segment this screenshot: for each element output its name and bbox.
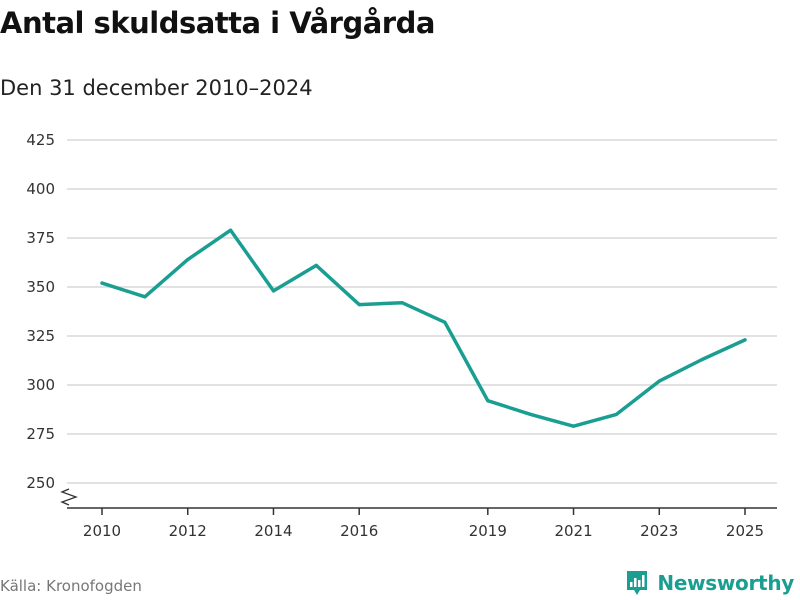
data-point-2025	[743, 338, 747, 342]
data-point-2012	[186, 258, 190, 262]
y-tick-label-400: 400	[26, 180, 55, 198]
data-point-2018	[443, 320, 447, 324]
brand-logo[interactable]: Newsworthy	[625, 569, 794, 597]
x-axis-ticks: 2010 2012 2014 2016 2019 2021 2023 2025	[83, 508, 764, 540]
data-point-2010	[100, 281, 104, 285]
data-point-2020	[529, 412, 533, 416]
y-tick-label-250: 250	[26, 474, 55, 492]
gridlines	[67, 139, 777, 484]
source-credit: Källa: Kronofogden	[0, 577, 142, 595]
x-tick-label-2019: 2019	[469, 522, 507, 540]
y-axis-tick-labels: 250 275 300 325 350 375 400 425	[26, 131, 55, 492]
y-tick-label-275: 275	[26, 425, 55, 443]
chart-title: Antal skuldsatta i Vårgårda	[0, 6, 435, 40]
data-point-2022	[614, 412, 619, 416]
y-tick-label-350: 350	[26, 278, 55, 296]
x-axis	[60, 488, 777, 509]
x-tick-label-2012: 2012	[169, 522, 207, 540]
y-tick-label-375: 375	[26, 229, 55, 247]
series-layer	[100, 228, 747, 428]
y-tick-label-425: 425	[26, 131, 55, 149]
data-point-2019	[486, 399, 490, 403]
x-tick-label-2021: 2021	[554, 522, 592, 540]
data-point-2014	[271, 289, 276, 293]
x-tick-label-2016: 2016	[340, 522, 378, 540]
x-tick-label-2023: 2023	[640, 522, 678, 540]
data-point-2011	[143, 295, 147, 299]
data-point-2021	[571, 424, 576, 428]
data-point-2017	[400, 301, 404, 305]
x-tick-label-2025: 2025	[726, 522, 764, 540]
axis-break-icon	[60, 488, 78, 506]
chart-subtitle: Den 31 december 2010–2024	[0, 76, 313, 100]
data-point-2013	[229, 228, 233, 232]
x-tick-label-2014: 2014	[254, 522, 292, 540]
y-tick-label-325: 325	[26, 327, 55, 345]
x-tick-label-2010: 2010	[83, 522, 121, 540]
data-point-2024	[700, 357, 704, 362]
brand-name: Newsworthy	[657, 571, 794, 595]
data-point-2016	[357, 303, 361, 307]
y-tick-label-300: 300	[26, 376, 55, 394]
newsworthy-logo-icon	[627, 571, 648, 595]
data-point-2023	[657, 379, 661, 383]
data-point-2015	[314, 263, 318, 267]
series-line-0	[100, 228, 747, 428]
